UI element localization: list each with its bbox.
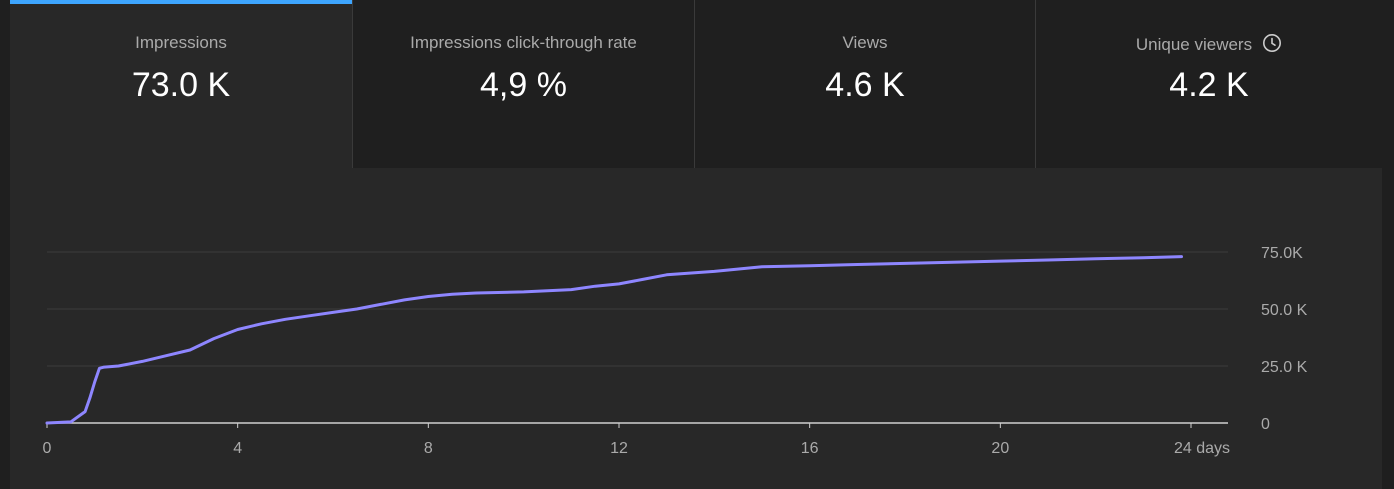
x-tick-label: 4 [233, 440, 242, 457]
analytics-panel: Impressions 73.0 K Impressions click-thr… [10, 0, 1382, 489]
metric-value: 4,9 % [480, 66, 567, 104]
x-tick-label: 12 [610, 440, 628, 457]
x-tick-label: 0 [43, 440, 52, 457]
x-tick-label: 16 [801, 440, 819, 457]
y-tick-label: 0 [1261, 416, 1270, 433]
series-line [45, 255, 1183, 425]
gridlines [46, 251, 1228, 428]
clock-icon[interactable] [1262, 33, 1282, 58]
y-tick-label: 75.0K [1261, 245, 1303, 262]
x-tick-label: 24 days [1174, 440, 1230, 457]
active-tab-indicator [10, 0, 352, 4]
x-axis-labels: 0 4 8 12 16 20 24 days [43, 440, 1230, 457]
impressions-line-chart: 0 25.0 K 50.0 K 75.0K 0 4 8 12 16 20 24 days [43, 245, 1308, 457]
tab-views[interactable]: Views 4.6 K [694, 0, 1035, 168]
series-layer [45, 255, 1183, 425]
y-tick-label: 50.0 K [1261, 302, 1308, 319]
tab-impressions-ctr[interactable]: Impressions click-through rate 4,9 % [352, 0, 694, 168]
tab-label: Impressions [135, 33, 227, 52]
x-tick-label: 8 [424, 440, 433, 457]
tab-label: Impressions click-through rate [410, 33, 637, 52]
x-tick-label: 20 [991, 440, 1009, 457]
y-axis-labels: 0 25.0 K 50.0 K 75.0K [1261, 245, 1308, 433]
tab-label: Views [842, 33, 888, 52]
metric-value: 4.2 K [1169, 66, 1249, 104]
tab-unique-viewers[interactable]: Unique viewers 4.2 K [1035, 0, 1382, 168]
tab-label-row: Unique viewers [1036, 33, 1382, 58]
metric-tabs: Impressions 73.0 K Impressions click-thr… [10, 0, 1382, 168]
y-tick-label: 25.0 K [1261, 359, 1308, 376]
tab-impressions[interactable]: Impressions 73.0 K [10, 0, 352, 168]
tab-label: Unique viewers [1135, 35, 1253, 54]
metric-value: 73.0 K [131, 66, 231, 104]
metric-value: 4.6 K [825, 66, 905, 104]
